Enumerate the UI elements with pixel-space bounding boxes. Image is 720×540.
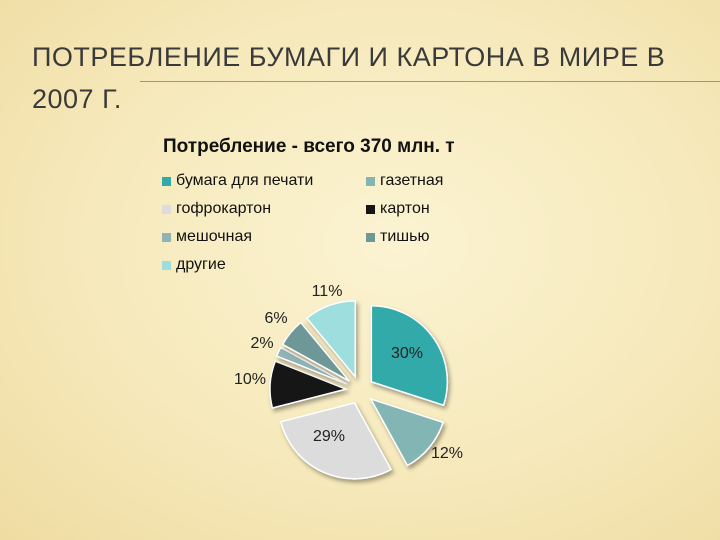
legend-label: газетная: [380, 172, 444, 189]
pie-data-label: 29%: [313, 428, 345, 445]
legend-item-tissue: тишью: [366, 228, 429, 246]
legend-swatch: [366, 176, 375, 186]
title-underline: [140, 81, 720, 82]
slide-title: ПОТРЕБЛЕНИЕ БУМАГИ И КАРТОНА В МИРЕ В 20…: [32, 42, 666, 114]
legend-label: бумага для печати: [176, 172, 314, 189]
pie-data-label: 30%: [391, 345, 423, 362]
legend-label: гофрокартон: [176, 200, 272, 217]
legend-swatch: [366, 232, 375, 242]
legend-swatch: [162, 176, 171, 186]
pie-slice: [369, 397, 445, 467]
legend-swatch: [162, 232, 171, 242]
pie-slice: [305, 300, 357, 379]
pie-slices: [269, 300, 449, 480]
pie-slice: [275, 346, 348, 385]
legend-item-cardboard: картон: [366, 200, 430, 218]
legend-swatch: [162, 260, 171, 270]
legend-swatch: [162, 204, 171, 214]
legend-item-sack: мешочная: [162, 228, 252, 246]
legend-item-other: другие: [162, 256, 226, 274]
legend-swatch: [366, 204, 375, 214]
legend-label: картон: [380, 200, 430, 217]
pie-labels: 30% 12% 29% 10% 2% 6% 11%: [234, 283, 463, 462]
legend-item-corrugated: гофрокартон: [162, 200, 271, 218]
legend-label: мешочная: [176, 228, 253, 245]
pie-data-label: 12%: [431, 445, 463, 462]
pie-slice: [279, 401, 393, 480]
chart-title: Потребление - всего 370 млн. т: [163, 136, 455, 157]
pie-data-label: 2%: [250, 335, 273, 352]
pie-slice: [370, 305, 449, 407]
legend-label: тишью: [380, 228, 430, 245]
pie-data-label: 11%: [312, 283, 343, 300]
pie-data-label: 10%: [234, 371, 266, 388]
pie-slice: [269, 360, 349, 409]
pie-data-label: 6%: [264, 310, 287, 327]
pie-slice: [281, 321, 350, 382]
legend-label: другие: [176, 256, 226, 273]
legend-item-printing: бумага для печати: [162, 172, 313, 190]
legend-item-newsprint: газетная: [366, 172, 443, 190]
